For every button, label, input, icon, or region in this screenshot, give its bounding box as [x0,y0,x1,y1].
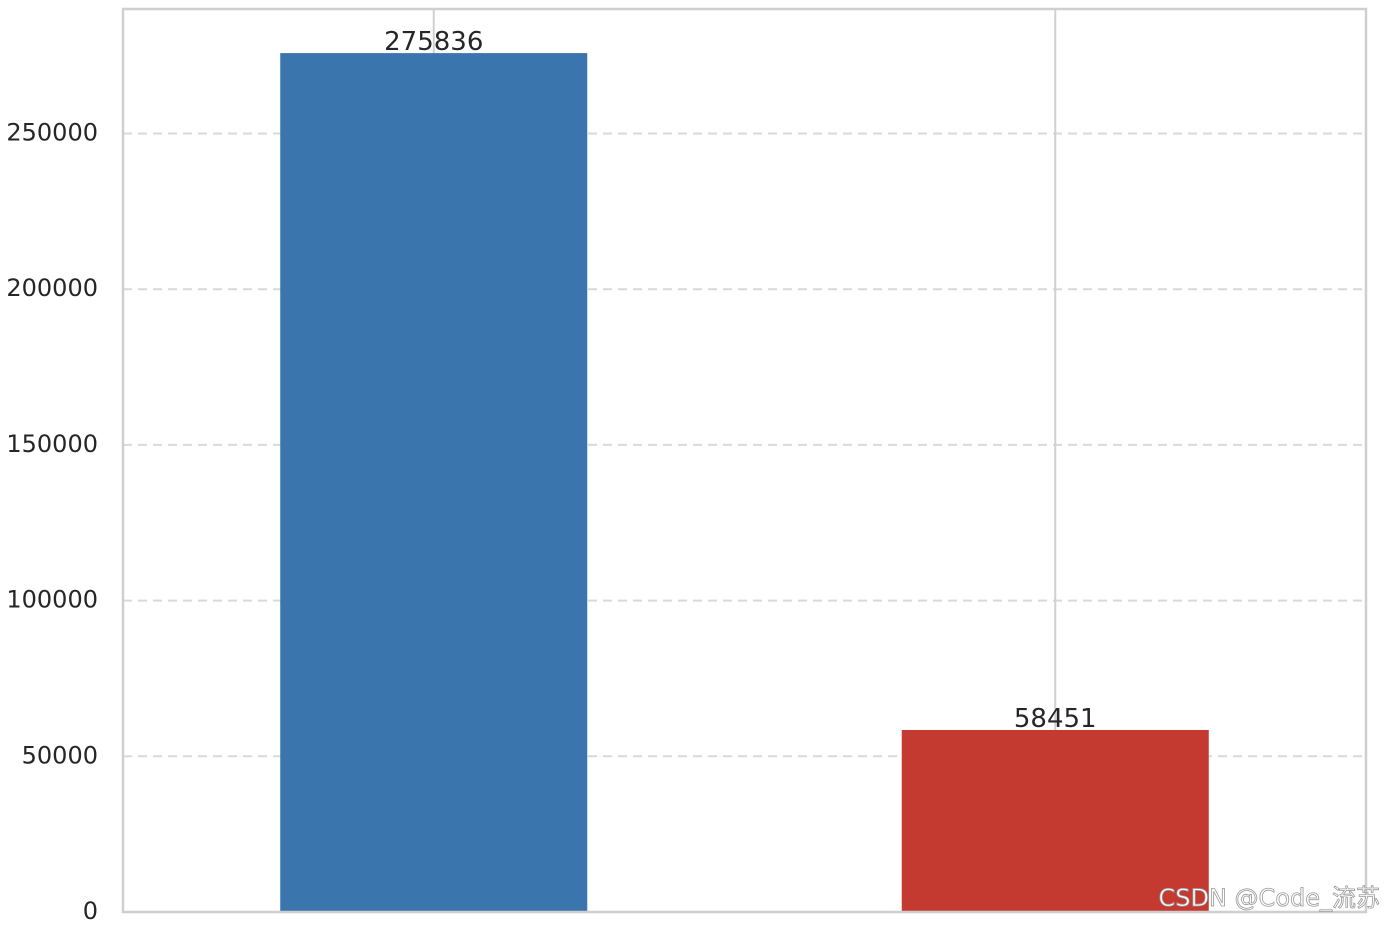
y-tick-label: 100000 [6,586,98,614]
bar [280,53,588,913]
y-tick-label: 0 [83,897,98,925]
y-tick-label: 200000 [6,274,98,302]
y-tick-label: 150000 [6,430,98,458]
y-tick-label: 50000 [22,741,98,769]
value-label: 275836 [384,27,483,57]
plot-frame [121,7,1368,914]
watermark: CSDN @Code_流苏 [1159,884,1381,912]
value-label: 58451 [1014,704,1097,734]
bar [901,729,1209,912]
y-tick-label: 250000 [6,119,98,147]
plot-layer [123,9,1366,913]
